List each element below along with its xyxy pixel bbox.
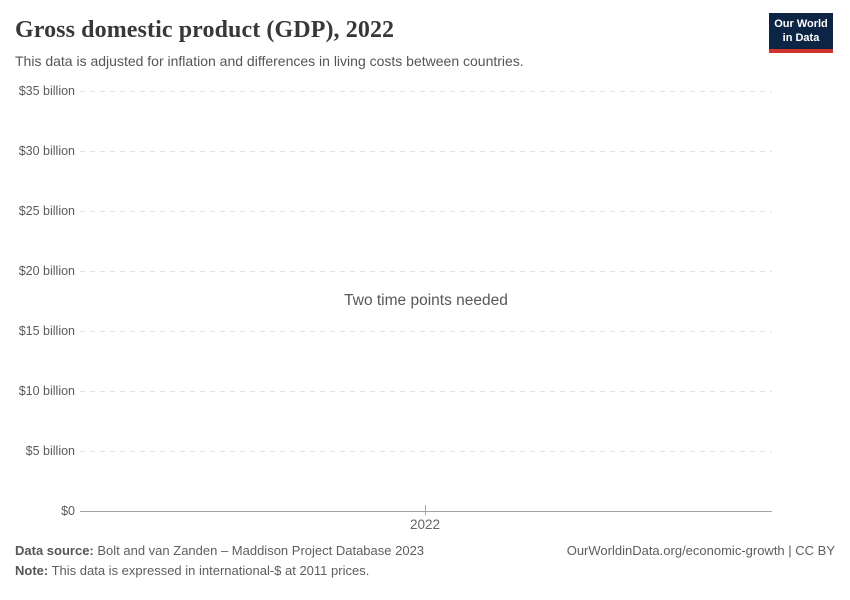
chart-subtitle: This data is adjusted for inflation and …	[15, 53, 524, 69]
footer-notes: Data source: Bolt and van Zanden – Maddi…	[15, 541, 424, 581]
owid-url-license[interactable]: OurWorldinData.org/economic-growth | CC …	[566, 543, 835, 558]
data-source-text: Bolt and van Zanden – Maddison Project D…	[93, 543, 425, 558]
y-axis-tick-label: $0	[61, 504, 75, 518]
y-axis-tick-label: $25 billion	[18, 204, 75, 218]
gridline	[80, 151, 772, 152]
note-label: Note:	[15, 563, 49, 578]
owid-logo-line1: Our World	[774, 18, 828, 30]
note-line: Note: This data is expressed in internat…	[15, 561, 424, 581]
owid-logo: Our World in Data	[769, 13, 833, 53]
note-text: This data is expressed in international-…	[48, 563, 370, 578]
gridline	[80, 391, 772, 392]
gridline	[80, 211, 772, 212]
x-axis-tick-mark	[425, 505, 426, 515]
gridline	[80, 331, 772, 332]
owid-logo-line2: in Data	[782, 31, 820, 44]
page-title: Gross domestic product (GDP), 2022	[15, 17, 395, 43]
data-source-line: Data source: Bolt and van Zanden – Maddi…	[15, 541, 424, 561]
gridline	[80, 91, 772, 92]
y-axis-tick-label: $15 billion	[18, 324, 75, 338]
x-axis-tick-label: 2022	[409, 517, 441, 532]
gridline	[80, 451, 772, 452]
y-axis-tick-label: $30 billion	[18, 144, 75, 158]
empty-state-message: Two time points needed	[344, 292, 508, 309]
y-axis-tick-label: $35 billion	[18, 84, 75, 98]
data-source-label: Data source:	[15, 543, 94, 558]
gridline	[80, 271, 772, 272]
y-axis-tick-label: $20 billion	[18, 264, 75, 278]
y-axis-tick-label: $5 billion	[25, 444, 75, 458]
x-axis-line	[80, 511, 772, 512]
y-axis-tick-label: $10 billion	[18, 384, 75, 398]
